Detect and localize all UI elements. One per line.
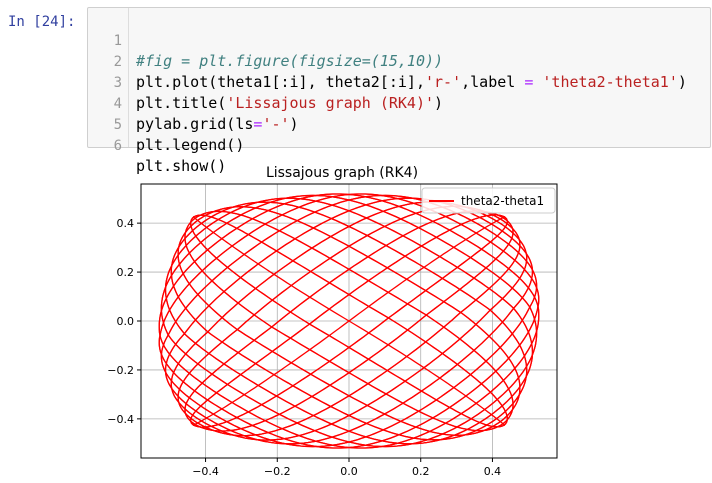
- code-line-6[interactable]: 6 plt.show(): [88, 116, 712, 175]
- axis-ticks: −0.4 −0.2 0.0 0.2 0.4 0.4 0.2 0.0 −0.2 −0.4: [107, 217, 501, 478]
- x-tick-label: −0.2: [264, 465, 291, 478]
- line-number: 5: [113, 117, 122, 133]
- code-text: ): [434, 94, 444, 112]
- code-operator: =: [524, 73, 534, 91]
- code-text: plt.legend(): [136, 136, 245, 154]
- code-text: plt.title(: [136, 94, 227, 112]
- code-cell[interactable]: 1 #fig = plt.figure(figsize=(15,10)) 2 p…: [87, 7, 712, 175]
- x-tick-label: 0.4: [484, 465, 502, 478]
- code-text: ): [677, 73, 687, 91]
- series-line-segment: [190, 214, 508, 428]
- x-tick-label: −0.4: [192, 465, 219, 478]
- x-tick-label: 0.2: [412, 465, 430, 478]
- code-text: plt.plot(theta1[:i], theta2[:i],: [136, 73, 425, 91]
- line-number: 2: [113, 54, 122, 70]
- chart-title: Lissajous graph (RK4): [266, 165, 418, 181]
- y-tick-label: 0.4: [117, 217, 135, 230]
- x-tick-label: 0.0: [340, 465, 358, 478]
- lissajous-chart: Lissajous graph (RK4) −0.4 −0.2 0.0 0.2 0.4 0…: [107, 165, 558, 478]
- code-line-2[interactable]: 2 plt.plot(theta1[:i], theta2[:i],'r-',l…: [88, 32, 712, 91]
- line-number: 6: [113, 138, 122, 154]
- line-number: 4: [113, 96, 122, 112]
- code-operator: =: [253, 115, 263, 133]
- code-string: 'r-': [424, 73, 462, 91]
- y-tick-label: 0.0: [117, 315, 135, 328]
- code-line-3[interactable]: 3 plt.title('Lissajous graph (RK4)'): [88, 53, 712, 112]
- line-number-gutter: [88, 8, 129, 147]
- series-line-segment: [184, 210, 514, 432]
- code-line-1[interactable]: 1 #fig = plt.figure(figsize=(15,10)): [88, 11, 712, 70]
- series-line-segment: [164, 197, 534, 445]
- legend-box: [421, 187, 556, 214]
- line-number: 3: [113, 75, 122, 91]
- cell-prompt: In [24]:: [8, 14, 76, 30]
- code-text: plt.show(): [136, 157, 227, 175]
- code-text: ,label: [461, 73, 525, 91]
- line-number: 1: [113, 33, 122, 49]
- code-string: 'theta2-theta1': [542, 73, 678, 91]
- legend-label: theta2-theta1: [461, 194, 544, 208]
- y-tick-label: 0.2: [117, 266, 135, 279]
- code-text: pylab.grid(ls: [136, 115, 254, 133]
- code-comment: #fig = plt.figure(figsize=(15,10)): [136, 52, 444, 70]
- y-tick-label: −0.2: [107, 364, 134, 377]
- legend: theta2-theta1: [421, 187, 556, 214]
- code-string: 'Lissajous graph (RK4)': [226, 94, 435, 112]
- code-string: '-': [262, 115, 290, 133]
- code-line-5[interactable]: 5 plt.legend(): [88, 95, 712, 154]
- output-area: Lissajous graph (RK4) −0.4 −0.2 0.0 0.2 0.4 0…: [87, 150, 712, 483]
- code-line-4[interactable]: 4 pylab.grid(ls='-'): [88, 74, 712, 133]
- data-series-theta2-theta1: [158, 193, 540, 449]
- y-tick-label: −0.4: [107, 413, 134, 426]
- code-text: ): [289, 115, 299, 133]
